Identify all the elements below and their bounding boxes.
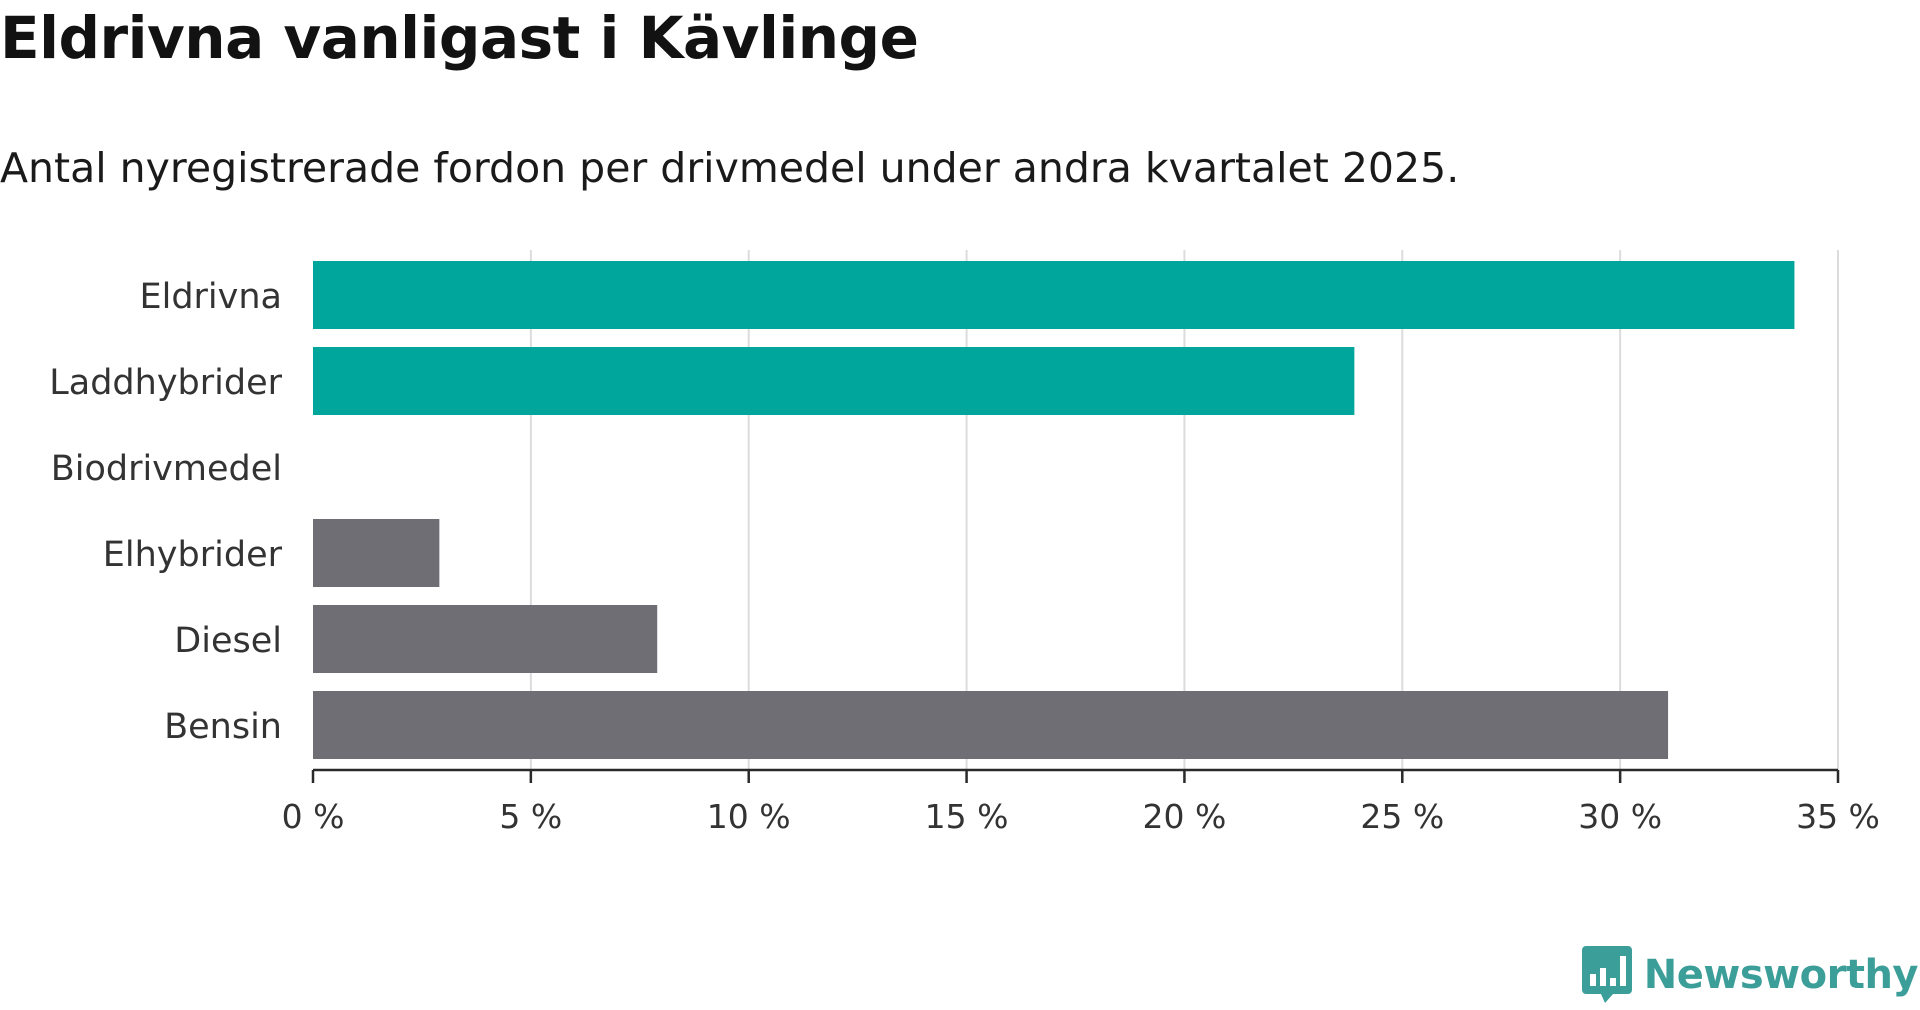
x-tick-label: 20 % bbox=[1143, 797, 1227, 836]
gridlines bbox=[529, 250, 1839, 770]
x-tick-label: 30 % bbox=[1578, 797, 1662, 836]
x-tick-label: 0 % bbox=[282, 797, 345, 836]
x-tick-label: 15 % bbox=[925, 797, 1009, 836]
category-labels: Eldrivna Laddhybrider Biodrivmedel Elhybrid… bbox=[49, 277, 282, 747]
chart-subtitle: Antal nyregistrerade fordon per drivmede… bbox=[0, 144, 1460, 192]
x-axis: 0 % 5 % 10 % 15 % 20 % 25 % 30 % 35 % bbox=[282, 768, 1880, 836]
x-tick-label: 35 % bbox=[1796, 797, 1880, 836]
x-tick-label: 10 % bbox=[707, 797, 791, 836]
newsworthy-logo: Newsworthy bbox=[1580, 940, 1919, 1010]
chart-title: Eldrivna vanligast i Kävlinge bbox=[0, 4, 919, 72]
bar-bensin bbox=[313, 691, 1669, 759]
logo-text: Newsworthy bbox=[1643, 952, 1919, 998]
x-tick-label: 25 % bbox=[1360, 797, 1444, 836]
bar-chart-speech-bubble-icon bbox=[1581, 946, 1632, 1003]
category-label: Diesel bbox=[174, 621, 282, 661]
x-tick-label: 5 % bbox=[499, 797, 562, 836]
bar-diesel bbox=[313, 605, 658, 673]
bar-eldrivna bbox=[313, 261, 1795, 329]
category-label: Laddhybrider bbox=[49, 363, 282, 403]
category-label: Bensin bbox=[164, 707, 282, 747]
category-label: Biodrivmedel bbox=[51, 449, 282, 489]
category-label: Eldrivna bbox=[139, 277, 282, 317]
bars bbox=[313, 261, 1795, 759]
bar-elhybrider bbox=[313, 519, 440, 587]
category-label: Elhybrider bbox=[103, 535, 283, 575]
bar-laddhybrider bbox=[313, 347, 1355, 415]
